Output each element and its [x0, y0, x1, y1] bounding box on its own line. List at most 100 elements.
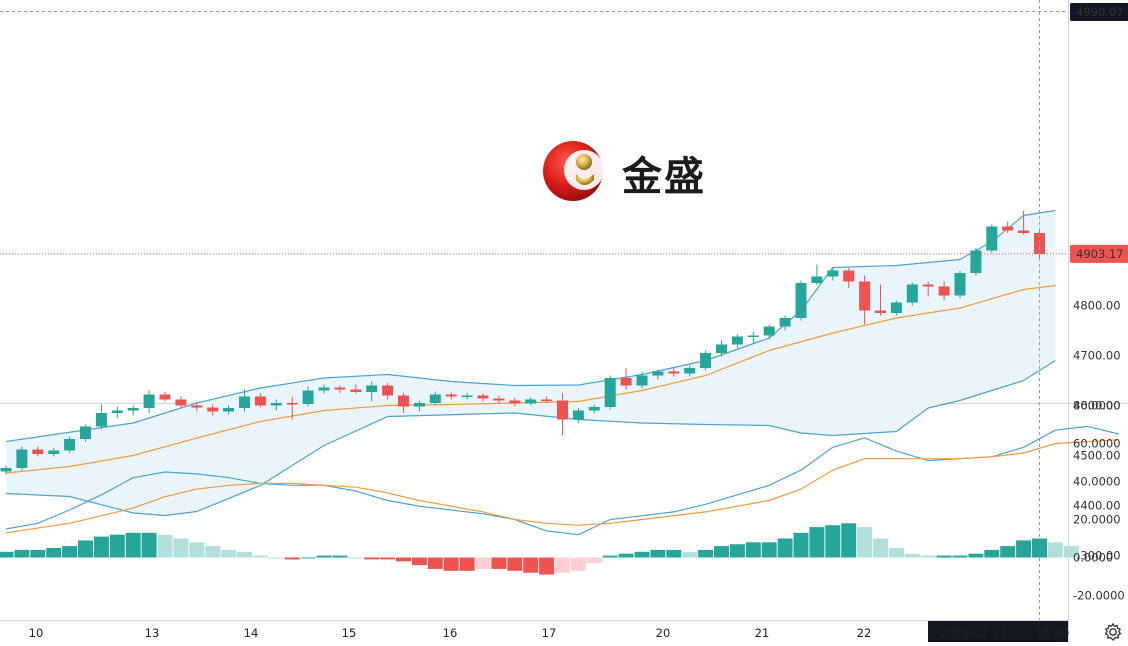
last-price-tag-label: 4903.17 — [1076, 247, 1124, 261]
candle[interactable] — [588, 407, 600, 411]
candle[interactable] — [684, 368, 696, 374]
candle[interactable] — [302, 390, 314, 405]
crosshair-time-label: 16:00 — [1036, 626, 1069, 640]
candle[interactable] — [1034, 233, 1045, 254]
candle[interactable] — [747, 335, 759, 338]
macd-axis-tick-label: 80.0000 — [1073, 399, 1121, 413]
macd-histogram-bar — [984, 549, 1000, 558]
candle[interactable] — [191, 405, 203, 408]
candle[interactable] — [334, 387, 346, 390]
price-axis-tick-label: 4700.00 — [1073, 349, 1121, 363]
candle[interactable] — [398, 395, 409, 407]
price-axis-tick-label: 4800.00 — [1073, 299, 1121, 313]
candle[interactable] — [620, 378, 632, 386]
macd-histogram-bar — [888, 548, 904, 558]
candle[interactable] — [143, 394, 155, 409]
candle[interactable] — [366, 385, 378, 393]
candle[interactable] — [811, 276, 823, 284]
candle[interactable] — [525, 399, 537, 404]
candle[interactable] — [716, 344, 727, 354]
macd-histogram-bar — [62, 546, 78, 558]
candle[interactable] — [859, 281, 871, 311]
candle[interactable] — [350, 389, 362, 393]
candle[interactable] — [986, 226, 998, 251]
macd-histogram-bar — [14, 549, 30, 558]
candle[interactable] — [16, 449, 28, 469]
macd-histogram-bar — [475, 557, 491, 569]
candle[interactable] — [954, 273, 966, 296]
macd-histogram-bar — [380, 557, 396, 560]
last-price-tag — [1070, 244, 1128, 263]
high-price-tag-label: 4990.07 — [1076, 5, 1124, 19]
candle[interactable] — [652, 371, 664, 376]
candle[interactable] — [270, 403, 282, 406]
candle[interactable] — [731, 336, 743, 345]
candle[interactable] — [318, 387, 330, 391]
candle[interactable] — [763, 326, 775, 336]
candle[interactable] — [159, 394, 171, 400]
macd-histogram-bar — [825, 525, 841, 558]
candle[interactable] — [906, 284, 918, 303]
macd-histogram-bar — [221, 549, 237, 558]
candle[interactable] — [827, 270, 839, 277]
chart-settings-button[interactable] — [1103, 622, 1123, 642]
candle[interactable] — [223, 408, 235, 412]
candle[interactable] — [127, 408, 139, 411]
candle[interactable] — [445, 394, 457, 397]
candle[interactable] — [970, 250, 982, 274]
candle[interactable] — [843, 270, 855, 282]
macd-histogram-bar — [141, 532, 157, 558]
candle[interactable] — [413, 403, 425, 407]
macd-histogram-bar — [443, 557, 459, 571]
candle[interactable] — [239, 396, 250, 409]
candle[interactable] — [604, 378, 616, 407]
candle[interactable] — [111, 410, 123, 414]
macd-histogram-bar — [459, 557, 475, 571]
candle[interactable] — [254, 396, 266, 406]
macd-histogram-bar — [666, 549, 682, 558]
candle[interactable] — [557, 400, 568, 420]
candle[interactable] — [1018, 230, 1030, 234]
candle[interactable] — [875, 310, 886, 314]
price-axis-tick-label: 4500.00 — [1073, 449, 1121, 463]
candle[interactable] — [890, 302, 902, 314]
candle[interactable] — [572, 410, 584, 420]
candle[interactable] — [541, 399, 553, 402]
candle[interactable] — [700, 353, 712, 368]
time-axis-tick-label: 17 — [542, 626, 557, 640]
candle[interactable] — [779, 318, 791, 327]
bollinger-lower-line — [5, 359, 1056, 517]
watermark-logo: 金盛 — [540, 140, 740, 204]
candle[interactable] — [509, 400, 521, 404]
candle[interactable] — [922, 284, 934, 287]
macd-histogram-bar — [539, 557, 555, 575]
candle[interactable] — [32, 449, 44, 455]
macd-histogram-bar — [205, 546, 221, 558]
candle[interactable] — [0, 468, 12, 472]
candle[interactable] — [286, 403, 298, 405]
candle[interactable] — [80, 426, 91, 440]
candle[interactable] — [636, 375, 648, 386]
high-price-tag — [1070, 3, 1128, 21]
macd-histogram-bar — [586, 557, 602, 564]
candle[interactable] — [477, 395, 489, 399]
macd-histogram-bar — [0, 551, 14, 558]
candle[interactable] — [64, 439, 76, 451]
candle[interactable] — [938, 286, 950, 296]
candle[interactable] — [461, 395, 473, 398]
time-axis-tick-label: 10 — [29, 626, 44, 640]
macd-histogram-bar — [125, 532, 141, 558]
candle[interactable] — [382, 385, 394, 396]
candle[interactable] — [207, 407, 219, 412]
candle[interactable] — [1002, 226, 1014, 231]
candle[interactable] — [795, 283, 807, 318]
macd-histogram-bar — [570, 557, 586, 571]
candle[interactable] — [95, 413, 107, 427]
candle[interactable] — [175, 399, 187, 406]
candle[interactable] — [429, 394, 441, 404]
candle[interactable] — [668, 371, 680, 374]
candle[interactable] — [48, 450, 60, 455]
candle[interactable] — [493, 398, 505, 401]
